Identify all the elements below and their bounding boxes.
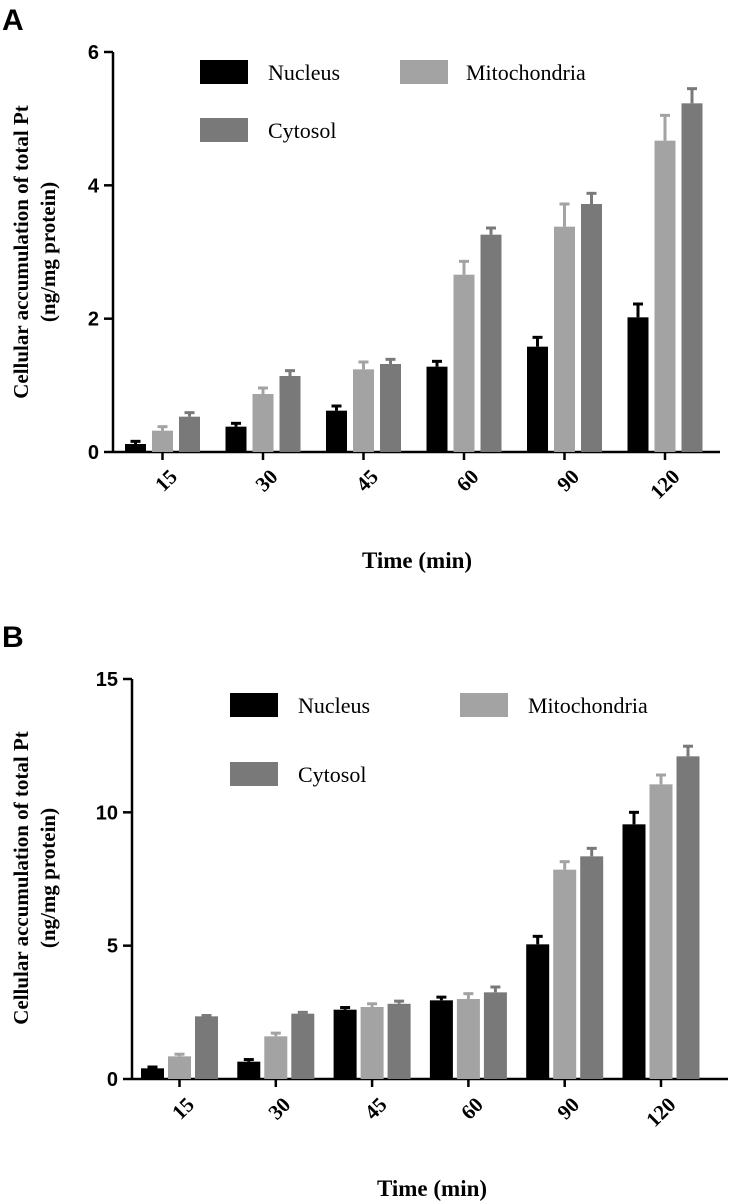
panel-a-bar-mitochondria-30 — [252, 394, 274, 452]
panel-b-bar-cytosol-120 — [676, 756, 700, 1079]
panel-b-xtick-label: 90 — [552, 1092, 584, 1124]
panel-a-ylabel-line1: Cellular accumulation of total Pt — [9, 105, 33, 399]
panel-a-legend-swatch-nucleus — [200, 60, 248, 84]
panel-a-legend-label-cytosol: Cytosol — [268, 118, 336, 143]
panel-b-chart: 0 5 10 15 15 30 45 60 90 120 Nucleus Mitochondria Cy… — [96, 669, 728, 1132]
panel-a-ytick-label: 6 — [88, 42, 99, 64]
panel-b-bar-cytosol-60 — [483, 992, 507, 1079]
panel-b-ylabel-line2: (ng/mg protein) — [36, 808, 60, 948]
panel-b-xlabel: Time (min) — [377, 1176, 487, 1201]
panel-b-bar-mitochondria-15 — [168, 1056, 191, 1079]
panel-b-bar-cytosol-30 — [291, 1013, 315, 1079]
panel-a-xtick-label: 30 — [251, 464, 283, 496]
panel-b-bar-mitochondria-45 — [360, 1007, 384, 1079]
panel-a-ytick-label: 2 — [88, 309, 99, 331]
panel-a-ytick-label: 0 — [88, 442, 99, 464]
panel-a-legend-swatch-cytosol — [200, 118, 248, 142]
panel-a-bar-mitochondria-120 — [654, 140, 676, 452]
panel-b-ytick-label: 5 — [107, 936, 118, 958]
panel-a-bar-cytosol-60 — [480, 234, 502, 452]
panel-b-legend-swatch-cytosol — [230, 762, 278, 786]
panel-a-bar-cytosol-120 — [681, 103, 703, 452]
panel-a-bar-nucleus-45 — [326, 410, 347, 452]
panel-b-bar-cytosol-90 — [580, 856, 604, 1079]
panel-b-bar-nucleus-15 — [141, 1068, 164, 1079]
panel-b-ytick-label: 0 — [107, 1069, 118, 1091]
panel-b-legend-swatch-nucleus — [230, 693, 278, 717]
panel-a-letter: A — [2, 4, 24, 37]
panel-b-xtick-label: 45 — [360, 1092, 392, 1124]
panel-a-ylabel-line2: (ng/mg protein) — [36, 182, 60, 322]
panel-a-xtick-label: 120 — [645, 464, 684, 503]
panel-b-ylabel-line1: Cellular accumulation of total Pt — [9, 731, 33, 1025]
panel-a-bar-cytosol-45 — [380, 364, 401, 452]
panel-a-legend-label-mitochondria: Mitochondria — [466, 60, 586, 85]
panel-a-bar-nucleus-120 — [627, 317, 649, 452]
panel-b-bar-mitochondria-30 — [264, 1036, 288, 1079]
panel-b-legend-label-mitochondria: Mitochondria — [528, 693, 648, 718]
panel-a-chart: 0 2 4 6 15 30 45 60 90 120 Nucleus Mitochondria Cyto… — [88, 42, 720, 504]
panel-b-legend-label-nucleus: Nucleus — [298, 693, 370, 718]
panel-a-bar-cytosol-30 — [279, 376, 301, 452]
panel-a-xlabel: Time (min) — [362, 548, 472, 573]
panel-b-bar-mitochondria-90 — [553, 869, 577, 1079]
panel-b-ytick-label: 15 — [96, 669, 118, 691]
panel-b-xtick-label: 60 — [456, 1092, 488, 1124]
panel-b-xtick-label: 15 — [167, 1092, 199, 1124]
panel-b-legend-swatch-mitochondria — [460, 693, 508, 717]
panel-b-xtick-label: 120 — [641, 1092, 680, 1131]
panel-b-ytick-label: 10 — [96, 802, 118, 824]
panel-a-bar-nucleus-60 — [426, 366, 448, 452]
panel-a-bar-mitochondria-45 — [353, 369, 374, 452]
panel-b-bar-mitochondria-120 — [649, 784, 673, 1079]
panel-a-legend-label-nucleus: Nucleus — [268, 60, 340, 85]
panel-b-bar-nucleus-90 — [526, 944, 550, 1079]
panel-b-bar-nucleus-120 — [622, 824, 646, 1079]
panel-a-bar-cytosol-15 — [179, 416, 200, 452]
panel-a-bar-cytosol-90 — [581, 204, 602, 452]
panel-a-bar-mitochondria-90 — [554, 226, 575, 452]
panel-b-bar-mitochondria-60 — [456, 999, 480, 1079]
panel-b-bar-nucleus-30 — [237, 1061, 261, 1079]
panel-a-xtick-label: 60 — [452, 464, 484, 496]
panel-b-bar-cytosol-15 — [195, 1016, 218, 1079]
panel-a-xtick-label: 45 — [351, 464, 383, 496]
panel-b-legend-label-cytosol: Cytosol — [298, 762, 366, 787]
panel-b-bar-nucleus-60 — [429, 1000, 453, 1079]
panel-a-bar-mitochondria-15 — [152, 430, 173, 452]
panel-b-bar-nucleus-45 — [333, 1009, 357, 1079]
panel-a-bar-nucleus-90 — [527, 346, 548, 452]
panel-a-legend-swatch-mitochondria — [400, 60, 448, 84]
panel-a-ytick-label: 4 — [88, 175, 100, 197]
panel-b-xtick-label: 30 — [263, 1092, 295, 1124]
panel-a-bar-mitochondria-60 — [453, 274, 475, 452]
panel-a-xtick-label: 15 — [150, 464, 182, 496]
panel-a-bar-nucleus-15 — [125, 444, 146, 452]
panel-a-xtick-label: 90 — [552, 464, 584, 496]
panel-b-letter: B — [2, 621, 24, 654]
panel-a-bar-nucleus-30 — [225, 426, 247, 452]
panel-b-bar-cytosol-45 — [387, 1003, 411, 1079]
